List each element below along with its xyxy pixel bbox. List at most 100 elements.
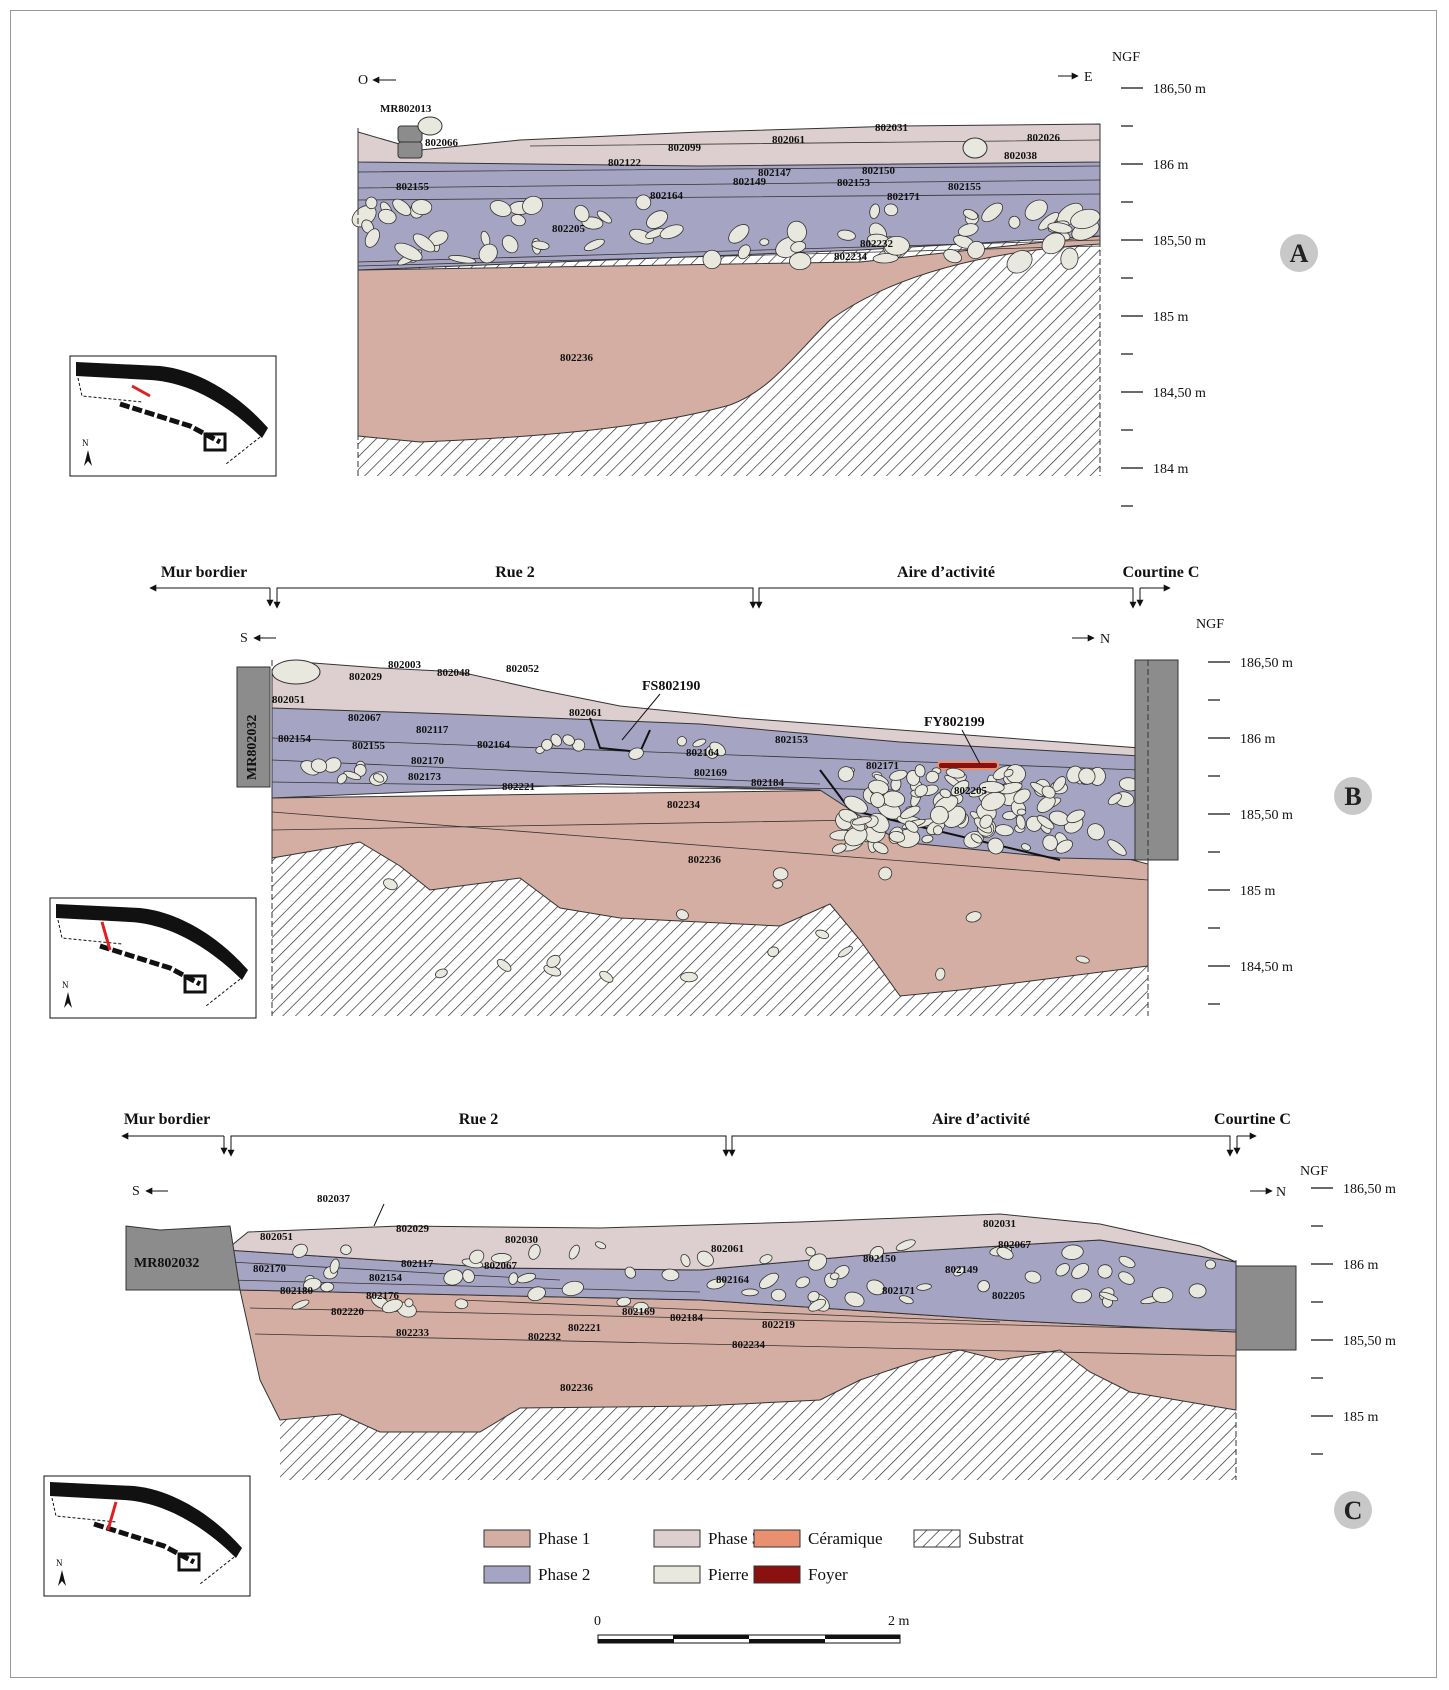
section-c-layer-label: 802233	[396, 1327, 430, 1339]
scale-bar-start: 0	[594, 1614, 601, 1629]
section-c-layer-label: 802184	[670, 1312, 704, 1324]
section-b-south: S	[240, 631, 248, 646]
svg-text:N: N	[82, 438, 89, 448]
section-c-layer-label: 802234	[732, 1339, 766, 1351]
section-a-layer-label: 802236	[560, 352, 594, 364]
section-c-layer-label: 802205	[992, 1290, 1026, 1302]
section-c-layer-label: 802030	[505, 1234, 539, 1246]
scale-bar-end: 2 m	[888, 1614, 910, 1629]
legend-label: Phase 3	[708, 1529, 760, 1548]
section-c-layer-label: 802154	[369, 1272, 403, 1284]
section-b-zone-label: Courtine C	[1123, 564, 1200, 581]
section-a-layer-label: 802150	[862, 165, 896, 177]
section-b-ngf: NGF	[1196, 617, 1224, 632]
section-a-tick-label: 184,50 m	[1153, 386, 1206, 401]
legend-swatch	[653, 1565, 701, 1584]
section-c-layer-label: 802169	[622, 1306, 656, 1318]
section-a-layer-label: 802205	[552, 223, 586, 235]
section-b-layer-label: 802052	[506, 663, 540, 675]
section-c-layer-label: 802219	[762, 1319, 796, 1331]
section-a-layer-label: 802155	[948, 181, 982, 193]
section-a-tick-label: 185 m	[1153, 310, 1189, 325]
legend-label: Substrat	[968, 1529, 1024, 1548]
section-a-layer-label: 802061	[772, 134, 805, 146]
legend-label: Phase 1	[538, 1529, 590, 1548]
section-b-layer-label: 802184	[751, 777, 785, 789]
section-b-layer-label: 802117	[416, 724, 449, 736]
location-map: N	[69, 355, 277, 477]
section-a-layer-label: 802171	[887, 191, 920, 203]
section-a-east: E	[1084, 70, 1093, 85]
section-b-layer-label: 802221	[502, 781, 535, 793]
scale-bar: 0 2 m	[594, 1614, 910, 1644]
section-a-layer-label: 802155	[396, 181, 430, 193]
section-a-ngf: NGF	[1112, 50, 1140, 65]
section-c-tick-label: 185 m	[1343, 1410, 1379, 1425]
location-map: N	[43, 1475, 251, 1597]
section-c-layer-label: 802067	[998, 1239, 1032, 1251]
section-a-layer-label: 802066	[425, 137, 459, 149]
location-map: N	[49, 897, 257, 1019]
section-c-tick-label: 185,50 m	[1343, 1334, 1396, 1349]
section-c-wall-label: MR802032	[134, 1256, 199, 1271]
section-b-tick-label: 186,50 m	[1240, 656, 1293, 671]
section-b-wall-courtine	[1134, 659, 1179, 861]
section-b-zone-label: Mur bordier	[161, 564, 247, 581]
section-b-layer-label: 802154	[278, 733, 312, 745]
section-b-scale: 186,50 m 186 m 185,50 m 185 m 184,50 m	[1208, 656, 1293, 1005]
legend-swatch	[913, 1529, 961, 1548]
section-b-zone-label: Rue 2	[495, 564, 535, 581]
section-c-layer-label: 802117	[401, 1258, 434, 1270]
section-a-layer-label: 802038	[1004, 150, 1038, 162]
legend-label: Céramique	[808, 1529, 883, 1548]
section-b-layer-label: 802205	[954, 785, 988, 797]
section-b: MR802032 Mur bordier Rue 2 Aire d’activité…	[149, 564, 1372, 1016]
section-a-layer-label: 802149	[733, 176, 767, 188]
section-a-phase1	[357, 235, 1101, 443]
section-c-layer-label: 802031	[983, 1218, 1016, 1230]
section-c-layer-label: 802221	[568, 1322, 601, 1334]
section-b-layer-label: 802048	[437, 667, 471, 679]
section-a-layer-label: 802031	[875, 122, 908, 134]
section-b-layer-label: 802029	[349, 671, 383, 683]
section-b-layer-label: 802236	[688, 854, 722, 866]
section-c-labels: 802037 802051 802029 802030 802031 802067 8020…	[253, 1193, 1032, 1394]
svg-text:N: N	[62, 980, 69, 990]
section-b-layer-label: 802164	[686, 747, 720, 759]
section-a-layer-label: 802232	[860, 238, 894, 250]
section-c-ngf: NGF	[1300, 1164, 1328, 1179]
section-c-layer-label: 802067	[484, 1260, 518, 1272]
section-a-layer-label: 802234	[834, 251, 868, 263]
legend-swatch	[483, 1565, 531, 1584]
location-maps: N N N	[43, 355, 277, 1597]
section-c-scale: 186,50 m 186 m 185,50 m 185 m	[1311, 1182, 1396, 1455]
section-b-tick-label: 184,50 m	[1240, 960, 1293, 975]
section-c-layer-label: 802171	[882, 1285, 915, 1297]
section-c-zone-label: Rue 2	[459, 1111, 499, 1128]
section-c: MR802032 Mur bordier Rue 2 Aire d’activité…	[121, 1111, 1396, 1529]
section-c-layer-label: 802051	[260, 1231, 293, 1243]
section-a-labels: MR802013 802066 802122 802099 802061 802031 80…	[380, 103, 1061, 364]
section-b-layer-label: 802051	[272, 694, 305, 706]
section-a-letter: A	[1290, 239, 1309, 268]
section-b-wall-mr802032	[236, 666, 271, 788]
section-c-north: N	[1276, 1185, 1286, 1200]
section-c-tick-label: 186,50 m	[1343, 1182, 1396, 1197]
section-b-labels: 802051 802029 802003 802048 802052 802067 8021…	[272, 659, 988, 866]
section-a-west: O	[358, 73, 368, 88]
section-b-layer-label: 802155	[352, 740, 386, 752]
section-b-layer-label: 802067	[348, 712, 382, 724]
section-c-wall-mr802032	[125, 1225, 241, 1291]
legend: Phase 1 Phase 2 Phase 3 Pierre Céramique Foye…	[483, 1529, 1024, 1584]
section-b-zone-label: Aire d’activité	[897, 564, 995, 581]
section-b-tick-label: 185,50 m	[1240, 808, 1293, 823]
section-c-layer-label: 802149	[945, 1264, 979, 1276]
legend-swatch	[753, 1529, 801, 1548]
section-c-zone-label: Courtine C	[1214, 1111, 1291, 1128]
section-c-zones: Mur bordier Rue 2 Aire d’activité Courtine …	[121, 1111, 1291, 1157]
legend-swatch	[753, 1565, 801, 1584]
section-c-phase1	[239, 1289, 1237, 1433]
legend-swatch	[653, 1529, 701, 1548]
figure-frame	[10, 10, 1437, 1678]
